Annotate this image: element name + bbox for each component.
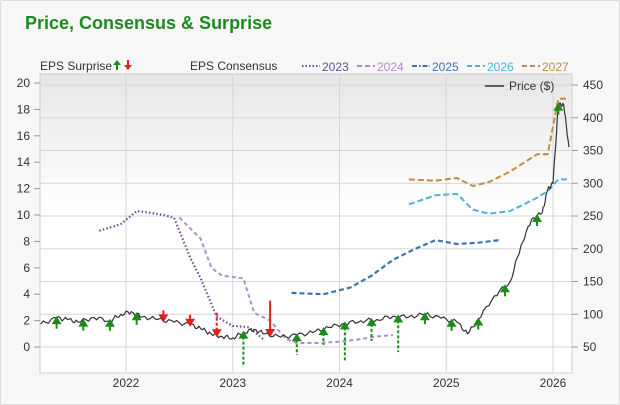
surprise-up-arrow-icon: [78, 318, 89, 331]
y-right-tick-label: 400: [583, 111, 603, 125]
surprise-up-arrow-icon: [446, 318, 457, 331]
surprise-down-arrow-icon: [265, 300, 276, 337]
y-right-tick-label: 150: [583, 275, 603, 289]
surprise-up-arrow-icon: [104, 318, 115, 331]
surprise-up-arrow-icon: [531, 214, 542, 226]
y-left-tick-label: 12: [17, 182, 31, 196]
x-tick-label: 2022: [113, 376, 140, 390]
surprise-up-arrow-icon: [419, 312, 430, 325]
x-tick-label: 2026: [540, 376, 567, 390]
surprise-down-arrow-icon: [158, 310, 169, 323]
y-left-tick-label: 18: [17, 102, 31, 116]
y-left-tick-label: 4: [23, 287, 30, 301]
y-right-tick-label: 250: [583, 209, 603, 223]
y-left-tick-label: 14: [17, 155, 31, 169]
surprise-up-arrow-icon: [339, 321, 350, 362]
y-right-tick-label: 200: [583, 242, 603, 256]
legend-year-2025: 2025: [432, 60, 459, 74]
series-eps-consensus-2024: [178, 216, 393, 344]
series-eps-consensus-2026: [408, 178, 569, 215]
red-down-arrow-icon: [124, 60, 133, 70]
legend-year-2023: 2023: [322, 60, 349, 74]
x-tick-label: 2023: [219, 376, 246, 390]
surprise-down-arrow-icon: [185, 314, 196, 327]
y-left-tick-label: 20: [17, 76, 31, 90]
legend-price-label: Price ($): [509, 79, 554, 93]
surprise-up-arrow-icon: [499, 284, 510, 297]
green-up-arrow-icon: [113, 60, 122, 70]
series-eps-consensus-2025: [291, 239, 500, 296]
surprise-up-arrow-icon: [473, 317, 484, 330]
surprise-up-arrow-icon: [291, 333, 302, 356]
legend-year-2026: 2026: [487, 60, 514, 74]
surprise-up-arrow-icon: [131, 312, 142, 325]
y-left-tick-label: 2: [23, 314, 30, 328]
surprise-up-arrow-icon: [238, 330, 249, 367]
y-left-tick-label: 8: [23, 234, 30, 248]
surprise-up-arrow-icon: [553, 102, 564, 115]
legend-eps-consensus-label: EPS Consensus: [190, 59, 278, 73]
surprise-up-arrow-icon: [51, 316, 62, 329]
legend-eps-surprise-label: EPS Surprise: [40, 59, 113, 73]
y-left-tick-label: 6: [23, 261, 30, 275]
y-left-tick-label: 0: [23, 340, 30, 354]
y-left-tick-label: 10: [17, 208, 31, 222]
series-price: [40, 102, 570, 340]
legend-eps-surprise: EPS Surprise: [40, 59, 134, 73]
series-eps-consensus-2027: [408, 97, 569, 187]
surprise-up-arrow-icon: [366, 317, 377, 342]
y-right-tick-label: 50: [583, 340, 597, 354]
surprise-down-arrow-icon: [211, 312, 222, 338]
y-right-tick-label: 450: [583, 78, 603, 92]
surprise-up-arrow-icon: [393, 314, 404, 353]
y-left-tick-label: 16: [17, 129, 31, 143]
surprise-arrows-icon: [113, 60, 133, 70]
x-tick-label: 2024: [326, 376, 353, 390]
legend-eps-consensus: EPS Consensus: [190, 59, 277, 73]
y-right-tick-label: 100: [583, 307, 603, 321]
surprise-up-arrow-icon: [318, 327, 329, 345]
legend-year-2027: 2027: [542, 60, 569, 74]
plot-area: [39, 73, 573, 374]
y-right-tick-label: 350: [583, 144, 603, 158]
legend-year-2024: 2024: [377, 60, 404, 74]
y-right-tick-label: 300: [583, 176, 603, 190]
x-tick-label: 2025: [433, 376, 460, 390]
chart-title: Price, Consensus & Surprise: [25, 13, 273, 33]
